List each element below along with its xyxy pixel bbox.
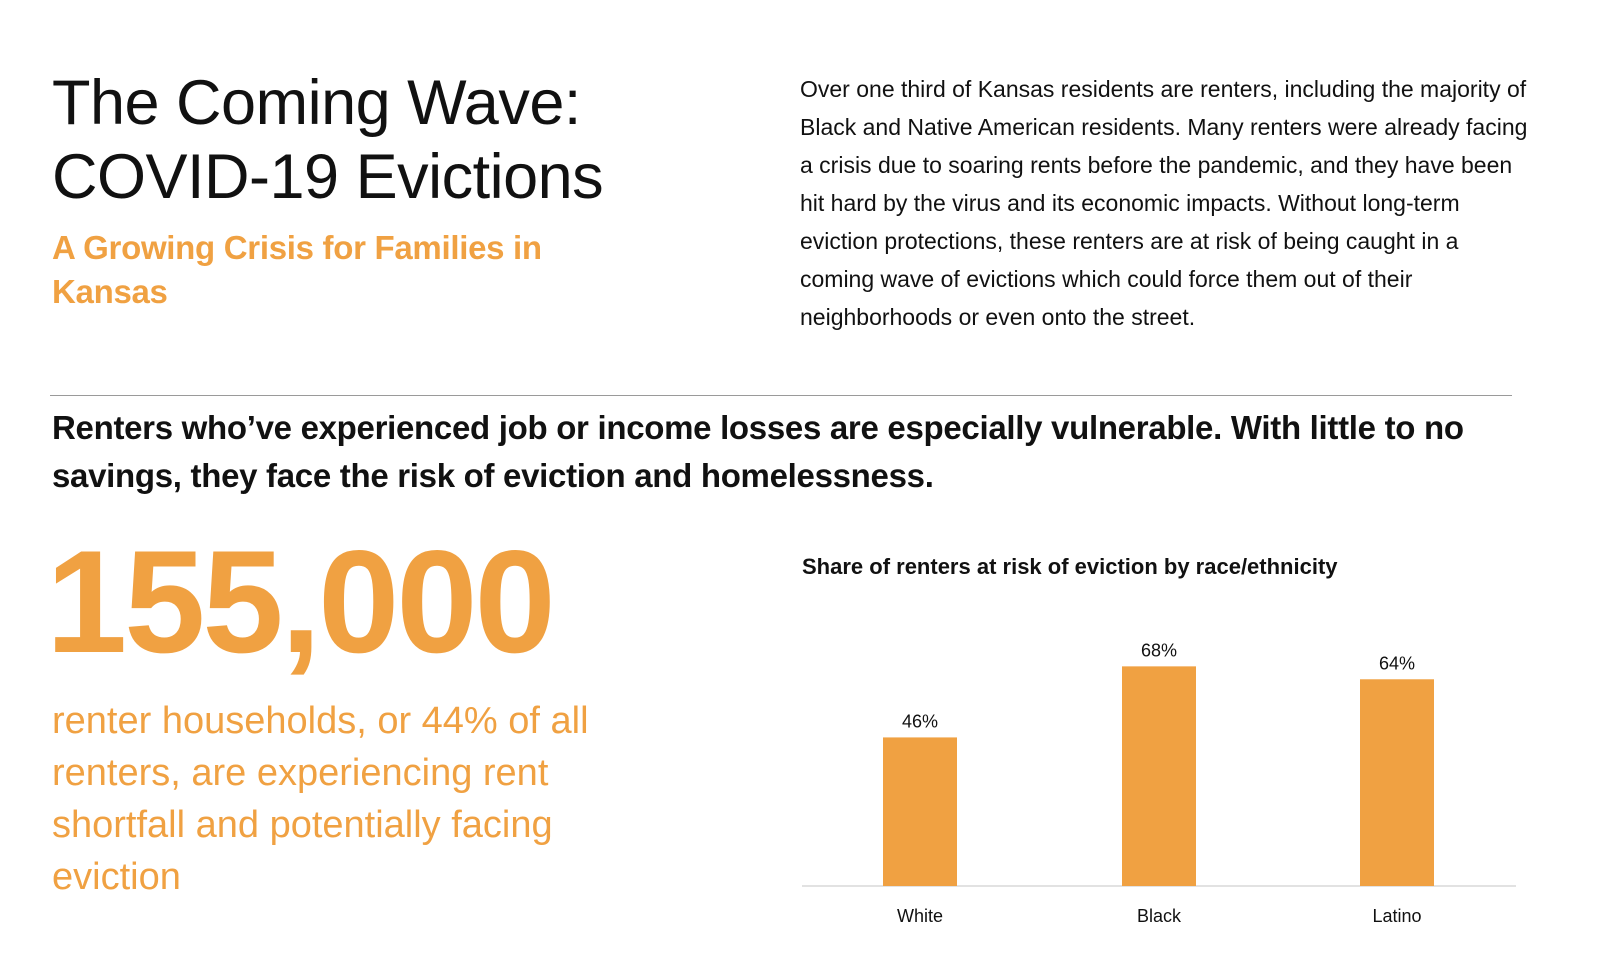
data-label-latino: 64% <box>1379 653 1415 673</box>
data-label-white: 46% <box>902 711 938 731</box>
bar-black <box>1122 666 1196 886</box>
stat-number: 155,000 <box>46 520 556 683</box>
section-divider <box>50 395 1512 396</box>
title-line-1: The Coming Wave: <box>52 68 581 138</box>
bar-latino <box>1360 679 1434 886</box>
chart-title: Share of renters at risk of eviction by … <box>802 554 1338 579</box>
intro-paragraph: Over one third of Kansas residents are r… <box>800 76 1528 330</box>
page-subtitle: A Growing Crisis for Families in Kansas <box>52 229 542 310</box>
bar-chart: Share of renters at risk of eviction by … <box>802 554 1516 926</box>
tick-label-white: White <box>897 906 943 926</box>
tick-label-black: Black <box>1137 906 1182 926</box>
data-label-black: 68% <box>1141 640 1177 660</box>
tick-label-latino: Latino <box>1372 906 1421 926</box>
stat-description: renter households, or 44% of all renters… <box>52 700 589 898</box>
page-title: The Coming Wave: COVID-19 Evictions <box>52 66 712 214</box>
title-line-2: COVID-19 Evictions <box>52 142 604 212</box>
bar-white <box>883 737 957 886</box>
section-headline: Renters who’ve experienced job or income… <box>52 409 1464 494</box>
chart-marks: 46% White 68% Black 64% Latino <box>802 640 1516 926</box>
